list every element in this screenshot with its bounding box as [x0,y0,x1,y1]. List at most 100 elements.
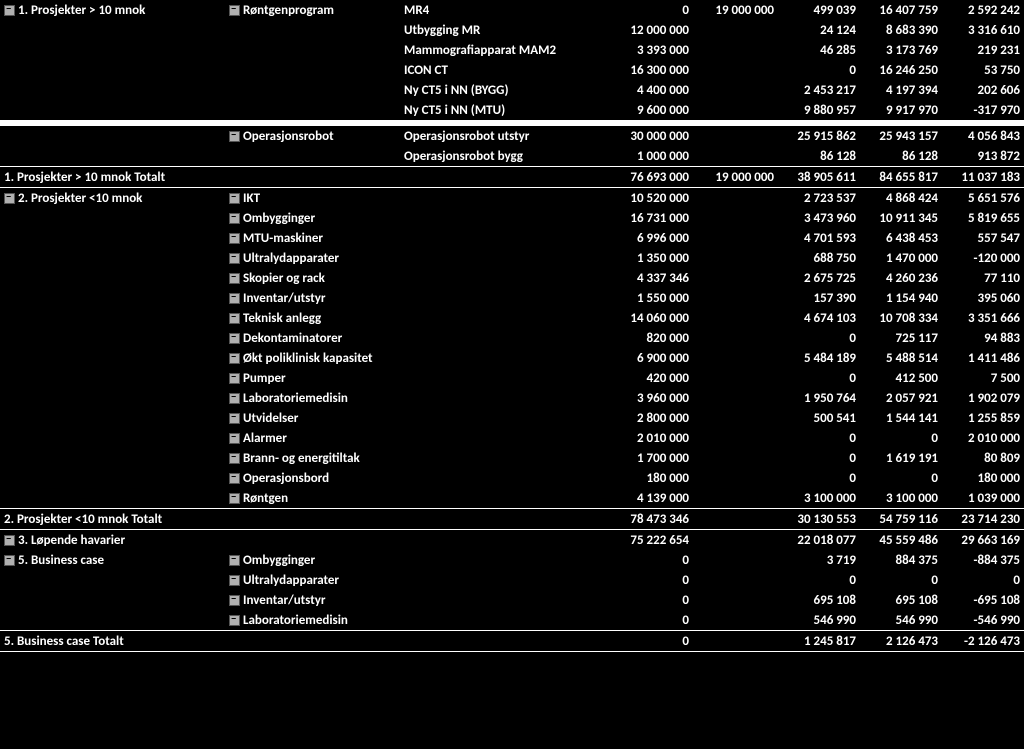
g5r0-col7: 884 375 [860,550,942,570]
collapse-icon[interactable] [229,333,240,344]
g1s2r0-col5 [693,126,778,146]
g2r3-col6: 688 750 [778,248,860,268]
collapse-icon[interactable] [4,193,15,204]
collapse-icon[interactable] [229,253,240,264]
g1s1r4-col8: 202 606 [942,80,1024,100]
collapse-icon[interactable] [229,555,240,566]
g2r0-col8: 5 651 576 [942,188,1024,209]
g2tot-col7: 54 759 116 [860,509,942,530]
g1s1r5-col7: 9 917 970 [860,100,942,120]
empty-cell [400,228,615,248]
g5r0-col6: 3 719 [778,550,860,570]
empty-cell [0,590,225,610]
g3-col5 [693,530,778,551]
empty-cell [400,388,615,408]
subgroup-label: Inventar/utstyr [225,288,400,308]
g2r3-col7: 1 470 000 [860,248,942,268]
g1s1r0-col7: 16 407 759 [860,0,942,20]
g2r7-col4: 820 000 [615,328,693,348]
collapse-icon[interactable] [229,273,240,284]
g5r2-col8: -695 108 [942,590,1024,610]
collapse-icon[interactable] [229,493,240,504]
empty-cell [0,268,225,288]
g2r6-col5 [693,308,778,328]
g1tot-col7: 84 655 817 [860,167,942,188]
collapse-icon[interactable] [229,213,240,224]
g2r1-col4: 16 731 000 [615,208,693,228]
g2r8-col6: 5 484 189 [778,348,860,368]
g1s1r1-col7: 8 683 390 [860,20,942,40]
collapse-icon[interactable] [4,555,15,566]
g2r10-col6: 1 950 764 [778,388,860,408]
g2r10-col7: 2 057 921 [860,388,942,408]
g1s1r1-col5 [693,20,778,40]
g2r6-col6: 4 674 103 [778,308,860,328]
g1s1r4-col4: 4 400 000 [615,80,693,100]
collapse-icon[interactable] [229,193,240,204]
g1s1r2-col8: 219 231 [942,40,1024,60]
g1s2r1-col8: 913 872 [942,146,1024,167]
g1s1r4-col6: 2 453 217 [778,80,860,100]
g1s2r0-col7: 25 943 157 [860,126,942,146]
empty-cell [400,468,615,488]
collapse-icon[interactable] [229,313,240,324]
g2r2-col7: 6 438 453 [860,228,942,248]
collapse-icon[interactable] [229,373,240,384]
g2r0-col7: 4 868 424 [860,188,942,209]
g2r5-col7: 1 154 940 [860,288,942,308]
collapse-icon[interactable] [229,131,240,142]
g2r13-col5 [693,448,778,468]
g2r8-col8: 1 411 486 [942,348,1024,368]
project-name: Utbygging MR [400,20,615,40]
g2r13-col7: 1 619 191 [860,448,942,468]
collapse-icon[interactable] [229,293,240,304]
collapse-icon[interactable] [229,353,240,364]
g2r5-col5 [693,288,778,308]
collapse-icon[interactable] [229,615,240,626]
empty-cell [0,228,225,248]
empty-cell [0,100,225,120]
collapse-icon[interactable] [229,453,240,464]
collapse-icon[interactable] [229,575,240,586]
g1s1r2-col7: 3 173 769 [860,40,942,60]
g2r12-col5 [693,428,778,448]
collapse-icon[interactable] [4,535,15,546]
g1s1r2-col6: 46 285 [778,40,860,60]
g1s1r3-col6: 0 [778,60,860,80]
g2r9-col8: 7 500 [942,368,1024,388]
collapse-icon[interactable] [229,233,240,244]
empty-cell [225,146,400,167]
subgroup-operasjonsrobot-label: Operasjonsrobot [225,126,400,146]
subgroup-label: Teknisk anlegg [225,308,400,328]
g2r13-col4: 1 700 000 [615,448,693,468]
subgroup-label: Ultralydapparater [225,570,400,590]
subgroup-label: MTU-maskiner [225,228,400,248]
g2r7-col8: 94 883 [942,328,1024,348]
g1tot-col5: 19 000 000 [693,167,778,188]
empty-cell [400,408,615,428]
empty-cell [225,80,400,100]
g2r15-col6: 3 100 000 [778,488,860,509]
collapse-icon[interactable] [229,433,240,444]
g2r2-col4: 6 996 000 [615,228,693,248]
empty-cell [225,100,400,120]
collapse-icon[interactable] [229,473,240,484]
g5r2-col4: 0 [615,590,693,610]
collapse-icon[interactable] [229,595,240,606]
project-name: Ny CT5 i NN (BYGG) [400,80,615,100]
g2r11-col8: 1 255 859 [942,408,1024,428]
collapse-icon[interactable] [229,393,240,404]
collapse-icon[interactable] [229,413,240,424]
collapse-icon[interactable] [4,5,15,16]
empty-cell [0,20,225,40]
g1tot-col4: 76 693 000 [615,167,693,188]
g2r15-col8: 1 039 000 [942,488,1024,509]
empty-cell [400,530,615,551]
g2r11-col4: 2 800 000 [615,408,693,428]
g5r1-col8: 0 [942,570,1024,590]
g2r13-col6: 0 [778,448,860,468]
group5-label: 5. Business case [0,550,225,570]
collapse-icon[interactable] [229,5,240,16]
g2tot-col5 [693,509,778,530]
g5tot-col5 [693,631,778,652]
